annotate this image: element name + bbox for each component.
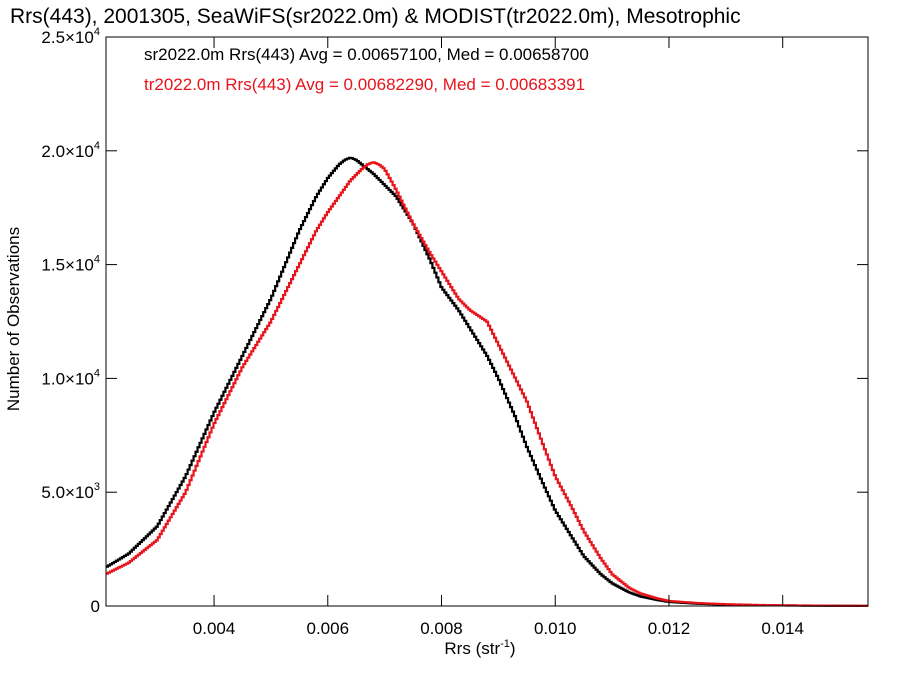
legend-entry-sr2022: sr2022.0m Rrs(443) Avg = 0.00657100, Med… <box>144 45 589 64</box>
y-tick-label: 2.0×104 <box>41 140 100 161</box>
x-tick-label: 0.008 <box>420 619 463 638</box>
series-layer <box>106 156 868 607</box>
x-axis-label-close: ) <box>510 639 516 658</box>
y-tick-label-exponent: 4 <box>94 26 100 38</box>
y-axis-label: Number of Observations <box>4 227 23 411</box>
y-tick-label: 1.5×104 <box>41 254 100 275</box>
x-tick-label: 0.006 <box>307 619 350 638</box>
y-tick-label-exponent: 3 <box>94 481 100 493</box>
x-axis-label: Rrs (str-1) <box>444 638 515 658</box>
x-tick-label: 0.004 <box>193 619 236 638</box>
y-tick-label: 1.0×104 <box>41 367 100 388</box>
legend-entry-tr2022: tr2022.0m Rrs(443) Avg = 0.00682290, Med… <box>144 75 585 94</box>
series-line-tr2022 <box>106 161 868 607</box>
x-tick-label: 0.010 <box>534 619 577 638</box>
y-tick-label-mantissa: 5.0×10 <box>41 483 93 502</box>
y-tick-label: 5.0×103 <box>41 481 100 502</box>
y-tick-label-exponent: 4 <box>94 367 100 379</box>
y-tick-label: 0 <box>91 597 100 616</box>
y-tick-label: 2.5×104 <box>41 26 100 47</box>
y-tick-label-mantissa: 0 <box>91 597 100 616</box>
plot-frame <box>105 36 869 607</box>
x-axis-label-text: Rrs (str <box>444 639 500 658</box>
x-tick-label: 0.012 <box>648 619 691 638</box>
chart-title: Rrs(443), 2001305, SeaWiFS(sr2022.0m) & … <box>10 5 741 28</box>
y-tick-label-exponent: 4 <box>94 140 100 152</box>
y-tick-label-exponent: 4 <box>94 254 100 266</box>
series-line-sr2022 <box>106 156 868 607</box>
x-tick-label: 0.014 <box>761 619 804 638</box>
x-axis: 0.004 0.006 0.008 0.010 0.012 0.014 <box>193 37 804 638</box>
y-tick-label-mantissa: 1.5×10 <box>41 256 93 275</box>
y-tick-label-mantissa: 2.5×10 <box>41 28 93 47</box>
x-axis-label-superscript: -1 <box>500 638 510 650</box>
y-tick-label-mantissa: 2.0×10 <box>41 142 93 161</box>
y-tick-label-mantissa: 1.0×10 <box>41 369 93 388</box>
